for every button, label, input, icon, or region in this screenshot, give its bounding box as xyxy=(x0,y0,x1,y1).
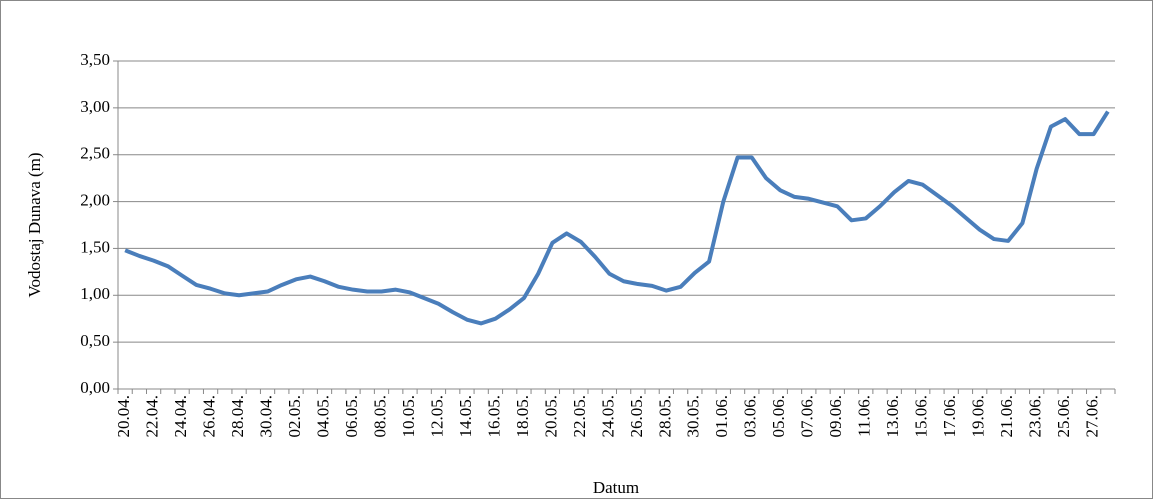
x-tick-label: 14.05. xyxy=(456,395,475,438)
x-tick-label: 24.04. xyxy=(171,395,190,438)
x-tick-label: 28.05. xyxy=(655,395,674,438)
x-tick-label: 30.05. xyxy=(684,395,703,438)
x-tick-label: 28.04. xyxy=(228,395,247,438)
x-tick-label: 01.06. xyxy=(712,395,731,438)
y-tick-label: 0,00 xyxy=(80,378,110,397)
x-tick-label: 11.06. xyxy=(855,395,874,437)
x-tick-label: 17.06. xyxy=(940,395,959,438)
y-tick-label: 3,50 xyxy=(80,50,110,69)
x-tick-label: 25.06. xyxy=(1054,395,1073,438)
y-tick-label: 2,00 xyxy=(80,190,110,209)
x-tick-label: 30.04. xyxy=(256,395,275,438)
y-tick-label: 2,50 xyxy=(80,144,110,163)
x-tick-label: 07.06. xyxy=(798,395,817,438)
y-tick-label: 0,50 xyxy=(80,331,110,350)
x-tick-label: 04.05. xyxy=(313,395,332,438)
x-tick-label: 16.05. xyxy=(484,395,503,438)
x-tick-label: 09.06. xyxy=(826,395,845,438)
x-tick-label: 20.04. xyxy=(114,395,133,438)
x-tick-label: 22.04. xyxy=(143,395,162,438)
x-tick-label: 03.06. xyxy=(741,395,760,438)
x-tick-label: 06.05. xyxy=(342,395,361,438)
x-tick-label: 08.05. xyxy=(370,395,389,438)
x-tick-label: 18.05. xyxy=(513,395,532,438)
x-tick-label: 22.05. xyxy=(570,395,589,438)
x-tick-label: 12.05. xyxy=(427,395,446,438)
x-tick-label: 23.06. xyxy=(1026,395,1045,438)
x-tick-label: 24.05. xyxy=(598,395,617,438)
x-tick-label: 26.04. xyxy=(199,395,218,438)
x-tick-label: 02.05. xyxy=(285,395,304,438)
x-tick-label: 27.06. xyxy=(1083,395,1102,438)
y-tick-label: 1,00 xyxy=(80,284,110,303)
y-tick-label: 3,00 xyxy=(80,97,110,116)
x-axis-title: Datum xyxy=(593,478,639,497)
x-tick-label: 20.05. xyxy=(541,395,560,438)
x-tick-label: 19.06. xyxy=(969,395,988,438)
line-series xyxy=(124,110,1110,326)
x-tick-label: 13.06. xyxy=(883,395,902,438)
x-tick-label: 21.06. xyxy=(997,395,1016,438)
x-tick-label: 26.05. xyxy=(627,395,646,438)
y-axis-title: Vodostaj Dunava (m) xyxy=(25,152,44,297)
x-tick-label: 15.06. xyxy=(912,395,931,438)
y-tick-label: 1,50 xyxy=(80,237,110,256)
x-tick-label: 10.05. xyxy=(399,395,418,438)
x-tick-label: 05.06. xyxy=(769,395,788,438)
